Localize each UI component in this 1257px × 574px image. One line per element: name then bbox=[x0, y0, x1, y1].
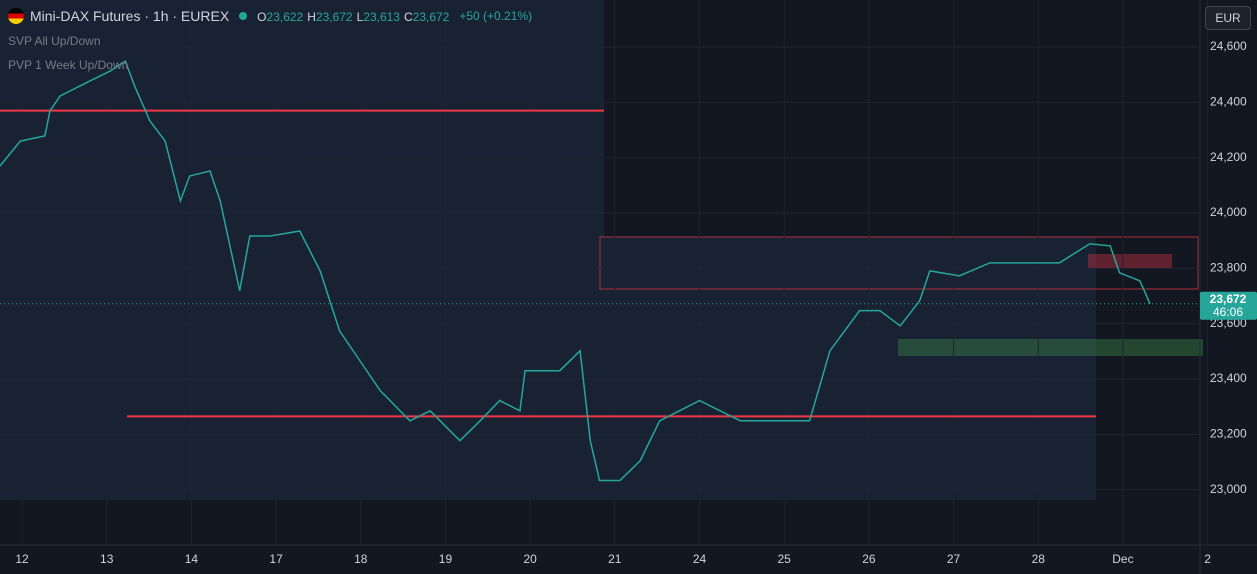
x-tick-label: 18 bbox=[354, 552, 368, 566]
y-tick-label: 23,400 bbox=[1210, 371, 1247, 385]
zone bbox=[599, 236, 1199, 290]
price-tag bbox=[1200, 291, 1257, 320]
symbol-title: Mini-DAX Futures · 1h · EUREX bbox=[30, 8, 230, 24]
ohlc-key: O bbox=[257, 10, 267, 24]
x-tick-label: 24 bbox=[693, 552, 707, 566]
x-tick-label: 19 bbox=[439, 552, 453, 566]
header: Mini-DAX Futures · 1h · EUREX O23,622 H23… bbox=[8, 8, 536, 24]
y-tick-label: 23,200 bbox=[1210, 427, 1247, 441]
profile-bg bbox=[604, 237, 1096, 500]
ohlc-value: 23,672 bbox=[315, 10, 353, 24]
indicator[interactable]: SVP All Up/Down bbox=[8, 34, 101, 48]
ohlc-key: C bbox=[403, 10, 413, 24]
x-tick-label: 2 bbox=[1204, 552, 1211, 566]
x-tick-label: 20 bbox=[523, 552, 537, 566]
countdown-label: 46:06 bbox=[1213, 305, 1243, 319]
ohlc-value: 23,613 bbox=[363, 10, 400, 24]
x-tick-label: 28 bbox=[1032, 552, 1046, 566]
price-tag-label: 23,672 bbox=[1210, 292, 1247, 306]
ohlc-key: L bbox=[356, 10, 364, 24]
x-tick-label: 25 bbox=[778, 552, 792, 566]
x-tick-label: 26 bbox=[862, 552, 876, 566]
x-tick-label: 13 bbox=[100, 552, 114, 566]
price-line bbox=[0, 59, 1151, 482]
x-tick-label: 14 bbox=[185, 552, 199, 566]
x-tick-label: Dec bbox=[1112, 552, 1133, 566]
y-tick-label: 24,400 bbox=[1210, 95, 1247, 109]
change: +50 (+0.21%) bbox=[459, 9, 533, 23]
y-tick-label: 24,000 bbox=[1210, 205, 1247, 219]
y-tick-label: 23,000 bbox=[1210, 482, 1247, 496]
x-tick-label: 12 bbox=[15, 552, 29, 566]
x-tick-label: 27 bbox=[947, 552, 961, 566]
x-tick-label: 17 bbox=[269, 552, 283, 566]
profile-bg bbox=[0, 0, 604, 500]
ohlc-key: H bbox=[307, 10, 316, 24]
y-tick-label: 24,200 bbox=[1210, 150, 1247, 164]
x-tick-label: 21 bbox=[608, 552, 622, 566]
ohlc-value: 23,672 bbox=[412, 10, 450, 24]
flag bbox=[8, 8, 24, 24]
currency[interactable]: EUR bbox=[1205, 6, 1251, 30]
ohlc: O23,622 H23,672 L23,613 C23,672 bbox=[257, 8, 453, 24]
zone bbox=[1088, 254, 1172, 268]
y-tick-label: 24,600 bbox=[1210, 39, 1247, 53]
indicator[interactable]: PVP 1 Week Up/Down bbox=[8, 58, 129, 72]
zone bbox=[898, 339, 1203, 356]
ohlc-value: 23,622 bbox=[266, 10, 304, 24]
status-dot bbox=[239, 12, 248, 20]
y-tick-label: 23,800 bbox=[1210, 261, 1247, 275]
